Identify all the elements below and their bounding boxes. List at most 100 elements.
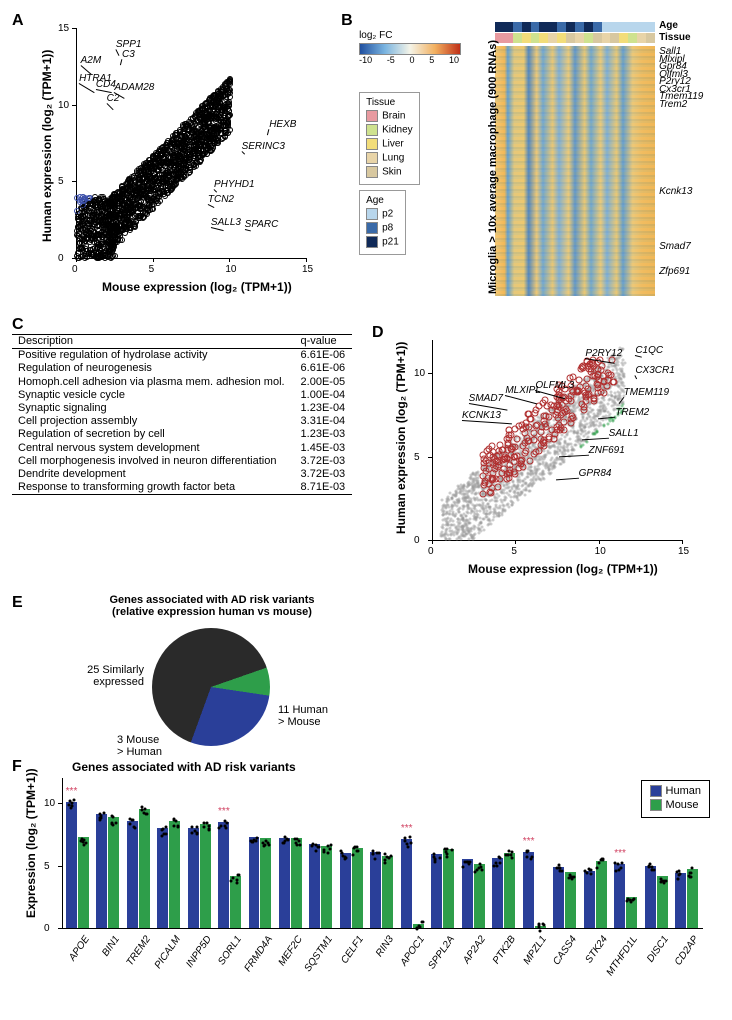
panel-e-label: E — [12, 594, 23, 612]
bar-human — [127, 821, 138, 929]
go-table-row: Central nervous system development1.45E-… — [12, 442, 352, 455]
age-legend: Age p2 p8 p21 — [359, 190, 406, 255]
bar-human — [218, 822, 229, 928]
tissue-legend: Tissue BrainKidneyLiverLungSkin — [359, 92, 420, 185]
bar-mouse — [321, 846, 332, 929]
panel-e-title: Genes associated with AD risk variants(r… — [82, 594, 342, 618]
go-table-row: Synaptic signaling1.23E-04 — [12, 402, 352, 415]
go-table-row: Cell projection assembly3.31E-04 — [12, 415, 352, 428]
panel-a-xlabel: Mouse expression (log₂ (TPM+1)) — [102, 280, 292, 294]
tissue-legend-item: Skin — [366, 166, 413, 178]
age-legend-item: p21 — [366, 236, 399, 248]
bar-human — [614, 864, 625, 928]
gene-label: A2M — [81, 55, 102, 66]
panel-c-header-q: q-value — [295, 335, 352, 349]
go-table-row: Homoph.cell adhesion via plasma mem. adh… — [12, 376, 352, 389]
tissue-legend-item: Liver — [366, 138, 413, 150]
bar-mouse — [352, 848, 363, 928]
hm-top-age-label: Age — [659, 20, 678, 31]
bar-human — [309, 844, 320, 928]
go-table-row: Regulation of neurogenesis6.61E-06 — [12, 362, 352, 375]
bar-human — [157, 828, 168, 928]
gene-label: CX3CR1 — [635, 365, 674, 376]
bar-human — [523, 852, 534, 928]
bar-human — [675, 873, 686, 928]
gene-label: HEXB — [269, 119, 296, 130]
bar-mouse — [200, 824, 211, 928]
gene-label: SALL1 — [609, 428, 639, 439]
bar-human — [462, 859, 473, 928]
hm-top-tissue-label: Tissue — [659, 32, 691, 43]
heatmap-gene-label: Trem2 — [659, 99, 687, 110]
bar-human — [584, 871, 595, 929]
panel-a-ylabel: Human expression (log₂ (TPM+1)) — [40, 50, 54, 242]
pie-label-mouse: 3 Mouse> Human — [117, 734, 162, 758]
significance-marker: *** — [218, 806, 230, 817]
panel-d-ylabel: Human expression (log₂ (TPM+1)) — [394, 342, 408, 534]
tissue-legend-item: Lung — [366, 152, 413, 164]
bar-mouse — [504, 853, 515, 928]
bar-mouse — [108, 817, 119, 928]
bar-mouse — [474, 864, 485, 928]
panel-f-label: F — [12, 758, 22, 776]
gene-label: C1QC — [635, 345, 663, 356]
bar-human — [553, 867, 564, 928]
bar-human — [249, 837, 260, 928]
legend-mouse: Mouse — [666, 799, 699, 811]
significance-marker: *** — [401, 823, 413, 834]
bar-mouse — [139, 809, 150, 928]
bar-mouse — [169, 821, 180, 929]
tissue-legend-title: Tissue — [366, 97, 413, 108]
bar-mouse — [382, 856, 393, 929]
panel-d-scatter: 0510051015 Human expression (log₂ (TPM+1… — [388, 334, 708, 584]
bar-mouse — [260, 838, 271, 928]
heatmap-gene-label: Smad7 — [659, 241, 691, 252]
bar-human — [645, 866, 656, 929]
gene-label: SMAD7 — [469, 393, 503, 404]
hm-side-label: Microglia > 10x average macrophage (900 … — [487, 40, 499, 294]
panel-c-label: C — [12, 316, 24, 334]
bar-human — [492, 858, 503, 928]
panel-d-xlabel: Mouse expression (log₂ (TPM+1)) — [468, 562, 658, 576]
panel-d-label: D — [372, 324, 384, 342]
gene-label: GPR84 — [579, 468, 612, 479]
gene-label: P2RY12 — [585, 348, 622, 359]
bar-human — [431, 854, 442, 928]
panel-c-header-desc: Description — [12, 335, 295, 349]
panel-f-title: Genes associated with AD risk variants — [72, 760, 296, 774]
pie-label-human: 11 Human> Mouse — [278, 704, 328, 728]
go-table-row: Positive regulation of hydrolase activit… — [12, 349, 352, 363]
bar-mouse — [596, 861, 607, 929]
age-legend-item: p8 — [366, 222, 399, 234]
legend-human: Human — [666, 785, 701, 797]
significance-marker: *** — [614, 848, 626, 859]
heatmap-gene-label: Zfp691 — [659, 266, 690, 277]
tissue-legend-item: Kidney — [366, 124, 413, 136]
gene-label: KCNK13 — [462, 410, 501, 421]
bar-mouse — [78, 837, 89, 928]
panel-f-barchart: F Genes associated with AD risk variants… — [12, 758, 720, 1008]
pie-label-similar: 25 Similarlyexpressed — [58, 664, 144, 688]
gene-label: ZNF691 — [589, 445, 625, 456]
go-table-row: Regulation of secretion by cell1.23E-03 — [12, 428, 352, 441]
bar-human — [66, 802, 77, 928]
gene-label: OLFML3 — [535, 380, 574, 391]
age-legend-title: Age — [366, 195, 399, 206]
heatmap-gene-label: Kcnk13 — [659, 186, 692, 197]
panel-f-ylabel: Expression (log₂ (TPM+1)) — [24, 768, 38, 918]
panel-e-pie — [152, 628, 270, 746]
bar-human — [340, 853, 351, 928]
panel-b-label: B — [341, 12, 353, 30]
bar-mouse — [291, 838, 302, 928]
go-table-row: Dendrite development3.72E-03 — [12, 468, 352, 481]
gene-label: SALL3 — [211, 217, 241, 228]
gene-label: C2 — [107, 93, 120, 104]
panel-c-table: C Description q-value Positive regulatio… — [12, 320, 352, 590]
log2fc-legend: log₂ FC -10-50510 — [359, 30, 461, 65]
panel-a-label: A — [12, 12, 24, 30]
age-legend-item: p2 — [366, 208, 399, 220]
bar-human — [279, 838, 290, 928]
significance-marker: *** — [523, 836, 535, 847]
bar-mouse — [443, 849, 454, 928]
gene-label: C3 — [122, 49, 135, 60]
